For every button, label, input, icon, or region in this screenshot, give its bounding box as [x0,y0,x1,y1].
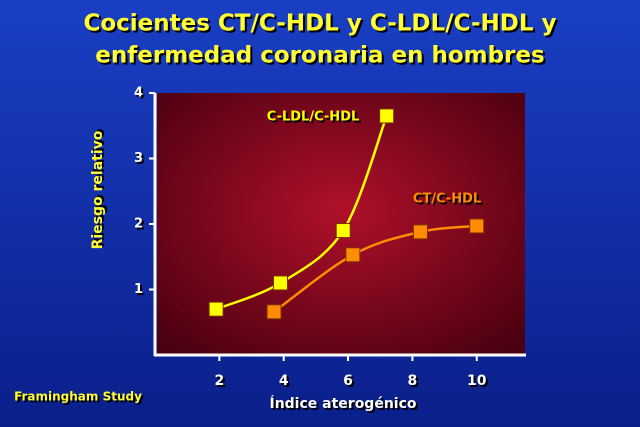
data-point [272,275,288,291]
y-tick-label: 2 [134,217,143,232]
y-tick-label: 4 [134,86,143,101]
data-point [335,223,351,239]
x-tick-label: 8 [408,373,418,389]
y-axis-label: Riesgo relativo [90,130,106,249]
series-label: CT/C-HDL [413,192,481,207]
data-point [469,218,485,234]
x-tick-label: 2 [214,373,224,389]
title-line: Cocientes CT/C-HDL y C-LDL/C-HDL y [83,11,556,37]
data-point [345,247,361,263]
series-line [273,224,477,313]
data-point [412,224,428,240]
series-line [215,115,388,311]
x-tick-label: 10 [467,373,487,389]
y-tick-label: 3 [134,151,143,166]
data-point [379,108,395,124]
x-tick-label: 6 [343,373,353,389]
x-axis-label: Índice aterogénico [269,395,416,412]
x-tick-label: 4 [279,373,289,389]
y-tick-label: 1 [134,282,143,297]
source-note: Framingham Study [14,390,142,404]
series-label: C-LDL/C-HDL [267,110,360,125]
data-point [266,304,282,320]
title-line: enfermedad coronaria en hombres [95,43,544,69]
data-point [208,301,224,317]
